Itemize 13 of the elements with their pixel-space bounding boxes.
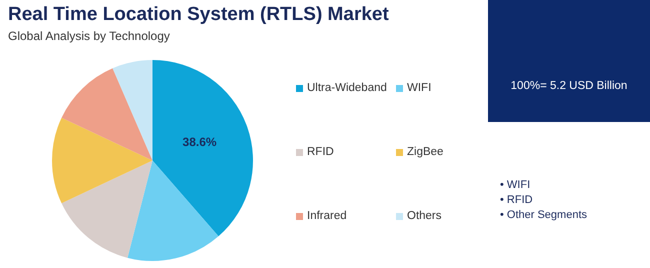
legend-label: Ultra-Wideband — [307, 82, 387, 94]
text: 100%= 5.2 USD Billion — [488, 0, 650, 122]
chart-title: Real Time Location System (RTLS) Market — [8, 4, 389, 26]
text: • RFID — [500, 193, 534, 208]
legend-label: RFID — [307, 146, 334, 158]
legend-label: Infrared — [307, 210, 347, 222]
text: • WIFI — [500, 178, 532, 193]
legend-label: WIFI — [407, 82, 432, 94]
legend-label: ZigBee — [407, 146, 444, 158]
data-label: 38.6% — [182, 135, 217, 150]
text: • Other Segments — [500, 208, 588, 223]
legend-label: Others — [407, 210, 442, 222]
chart-subtitle: Global Analysis by Technology — [8, 29, 170, 43]
